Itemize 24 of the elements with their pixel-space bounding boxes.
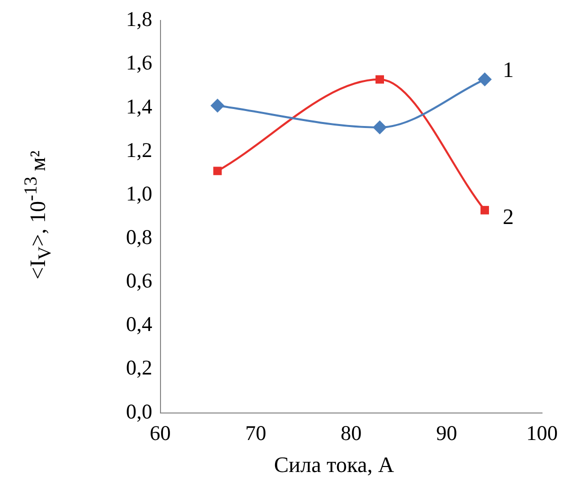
y-tick-label: 1,8 <box>126 7 152 32</box>
y-tick-label: 0,4 <box>126 312 153 336</box>
point <box>480 206 489 214</box>
point <box>372 120 387 134</box>
y-tick-label: 1,6 <box>126 50 152 75</box>
series-label: 1 <box>502 57 514 82</box>
point <box>210 98 225 113</box>
point <box>213 166 222 176</box>
x-tick-label: 100 <box>526 420 558 445</box>
series-label: 2 <box>502 204 514 229</box>
x-tick-label: 60 <box>150 420 171 445</box>
y-tick-label: 0,8 <box>126 225 152 250</box>
x-tick-label: 80 <box>340 420 362 445</box>
y-tick-label: 1,0 <box>126 181 152 206</box>
point <box>376 75 384 84</box>
x-tick-label: 70 <box>245 420 266 445</box>
y-tick-label: 0,2 <box>126 356 152 380</box>
point <box>478 72 492 86</box>
y-tick-label: 0,0 <box>126 399 152 424</box>
y-tick-label: 1,2 <box>126 138 152 162</box>
x-tick-label: 90 <box>436 420 458 445</box>
y-tick-label: 1,4 <box>126 94 153 118</box>
x-axis-title: Сила тока, А <box>272 452 396 478</box>
y-tick-label: 0,6 <box>126 268 152 293</box>
